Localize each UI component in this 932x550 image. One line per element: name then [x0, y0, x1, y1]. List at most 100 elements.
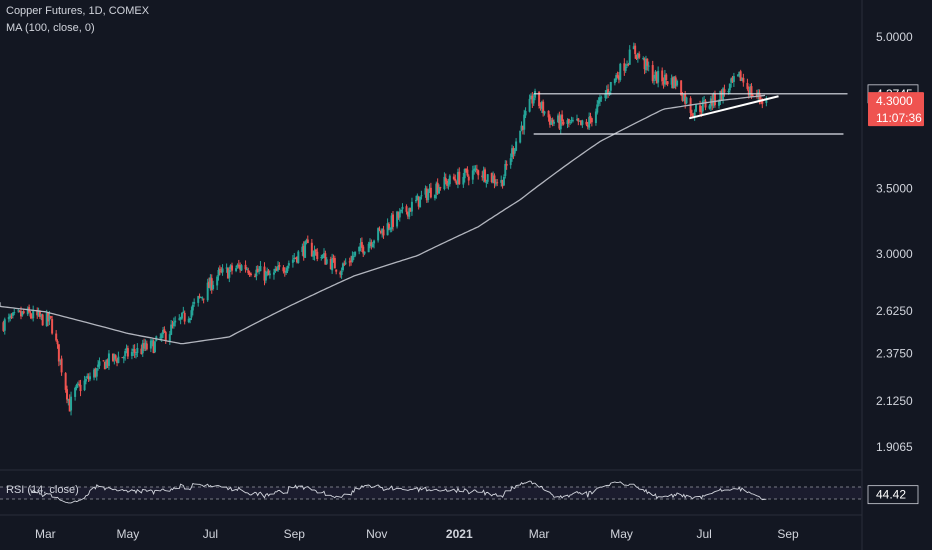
candle[interactable] [323, 248, 326, 259]
candle[interactable] [332, 254, 335, 263]
candle[interactable] [126, 345, 129, 360]
candle[interactable] [174, 316, 177, 327]
candle[interactable] [369, 238, 372, 249]
candle[interactable] [416, 193, 419, 201]
candle[interactable] [471, 165, 474, 185]
candle[interactable] [723, 84, 726, 97]
candle[interactable] [49, 316, 52, 320]
candle[interactable] [523, 109, 526, 135]
candle[interactable] [590, 117, 593, 127]
candle[interactable] [577, 118, 580, 126]
candle[interactable] [704, 99, 707, 111]
candle[interactable] [607, 84, 610, 98]
candle[interactable] [291, 255, 294, 268]
candle[interactable] [567, 118, 570, 128]
candle[interactable] [312, 250, 315, 261]
candle[interactable] [236, 263, 239, 269]
candle[interactable] [295, 256, 298, 264]
candle[interactable] [348, 257, 351, 267]
candle[interactable] [83, 375, 86, 392]
candle[interactable] [566, 118, 569, 129]
candle[interactable] [381, 228, 384, 238]
candle[interactable] [258, 266, 261, 275]
candle[interactable] [313, 245, 316, 261]
candle[interactable] [646, 58, 649, 71]
candle[interactable] [524, 107, 527, 119]
candle[interactable] [97, 359, 100, 371]
candle[interactable] [190, 306, 193, 321]
candle[interactable] [619, 62, 622, 82]
candle[interactable] [616, 71, 619, 79]
candle[interactable] [193, 298, 196, 307]
candle[interactable] [511, 144, 514, 162]
candle[interactable] [130, 348, 133, 360]
candle[interactable] [133, 344, 136, 358]
candle[interactable] [446, 179, 449, 189]
candle[interactable] [210, 274, 213, 294]
candle[interactable] [397, 211, 400, 220]
candle[interactable] [170, 319, 173, 336]
candle[interactable] [208, 277, 211, 288]
candle[interactable] [520, 121, 523, 132]
candle[interactable] [209, 274, 212, 291]
rsi-panel[interactable] [0, 480, 862, 504]
candle[interactable] [18, 310, 21, 313]
candle[interactable] [256, 265, 259, 273]
candle[interactable] [56, 339, 59, 349]
candle[interactable] [644, 55, 647, 74]
candle[interactable] [37, 307, 40, 317]
candle[interactable] [500, 175, 503, 187]
candle[interactable] [708, 104, 711, 110]
candle[interactable] [183, 310, 186, 325]
price-plot-area[interactable] [0, 0, 863, 550]
candle[interactable] [680, 80, 683, 96]
candle[interactable] [398, 208, 401, 222]
candle[interactable] [106, 358, 109, 369]
candle[interactable] [477, 169, 480, 180]
candle[interactable] [359, 238, 362, 252]
candle[interactable] [305, 238, 308, 245]
candle[interactable] [634, 43, 637, 59]
candle[interactable] [598, 94, 601, 107]
candle[interactable] [178, 314, 181, 321]
candle[interactable] [547, 110, 550, 122]
candle[interactable] [94, 367, 97, 378]
candle[interactable] [505, 160, 508, 170]
candle[interactable] [558, 111, 561, 130]
candle[interactable] [521, 125, 524, 135]
candle[interactable] [107, 350, 110, 370]
candle[interactable] [433, 194, 436, 201]
candle[interactable] [410, 197, 413, 216]
candle[interactable] [26, 306, 29, 317]
candle[interactable] [180, 312, 183, 320]
candle[interactable] [74, 386, 77, 401]
candle[interactable] [642, 56, 645, 61]
candle[interactable] [651, 60, 654, 84]
candle[interactable] [604, 90, 607, 102]
candle[interactable] [557, 113, 560, 124]
last-price-badge[interactable] [868, 92, 924, 127]
candle[interactable] [144, 339, 147, 352]
candle[interactable] [68, 394, 71, 412]
candle[interactable] [378, 226, 381, 232]
candle[interactable] [501, 179, 504, 189]
candle[interactable] [329, 256, 332, 270]
candle[interactable] [187, 316, 190, 324]
candle[interactable] [267, 269, 270, 276]
candle[interactable] [613, 78, 616, 86]
candle[interactable] [623, 58, 626, 76]
candle[interactable] [244, 260, 247, 273]
candle[interactable] [515, 138, 518, 152]
candle[interactable] [216, 275, 219, 290]
candle[interactable] [272, 268, 275, 280]
candle[interactable] [452, 173, 455, 181]
candle[interactable] [435, 181, 438, 199]
candle[interactable] [162, 326, 165, 339]
candle[interactable] [321, 254, 324, 259]
candle[interactable] [455, 180, 458, 185]
candle[interactable] [695, 104, 698, 113]
candle[interactable] [98, 357, 101, 369]
candle[interactable] [172, 317, 175, 329]
candle[interactable] [277, 261, 280, 272]
candle[interactable] [306, 235, 309, 244]
